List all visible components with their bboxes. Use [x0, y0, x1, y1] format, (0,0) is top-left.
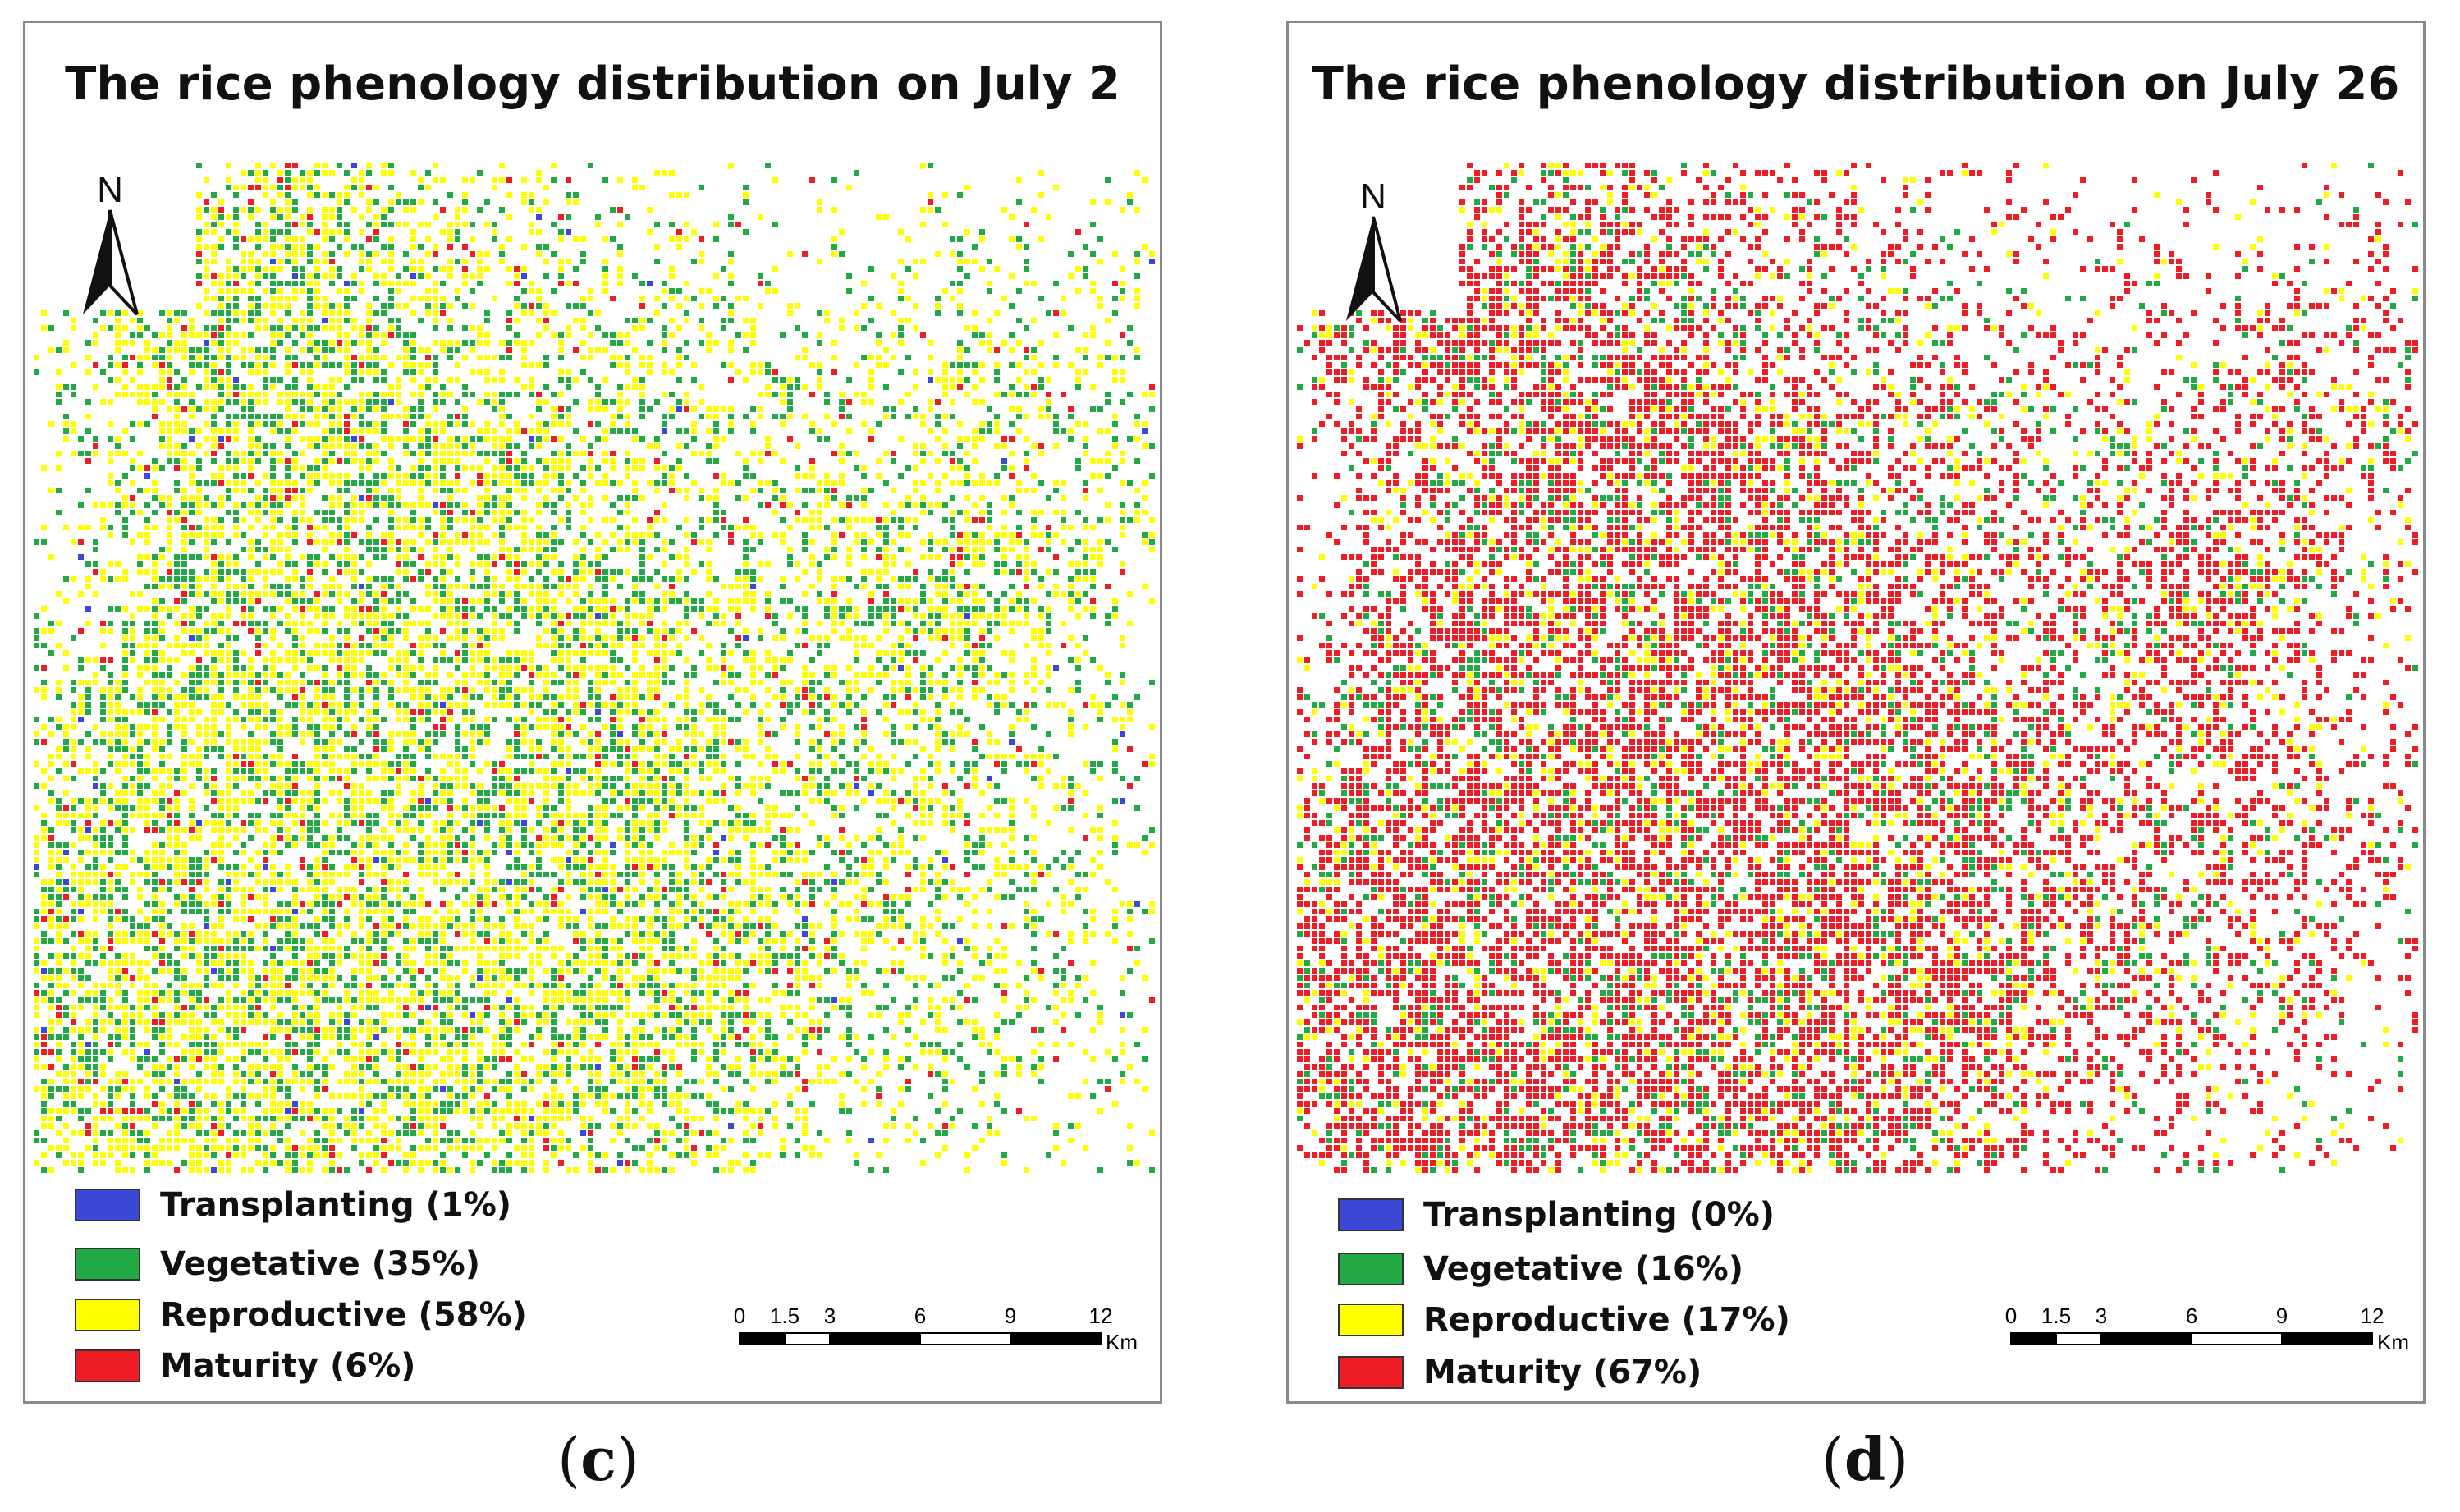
legend-swatch-reproductive — [75, 1299, 140, 1331]
north-label: N — [1360, 176, 1386, 217]
scale-unit-label: Km — [2377, 1330, 2409, 1354]
caption-c: (c) — [434, 1424, 763, 1494]
scale-tick-label: 3 — [824, 1304, 836, 1328]
caption-d: (d) — [1701, 1424, 2029, 1494]
legend-swatch-maturity — [75, 1349, 140, 1382]
scale-tick-label: 3 — [2096, 1304, 2107, 1328]
scale-segment — [829, 1332, 921, 1345]
legend-swatch-reproductive — [1338, 1304, 1404, 1336]
legend-swatch-vegetative — [75, 1248, 140, 1281]
legend-label: Transplanting (0%) — [1423, 1196, 1775, 1234]
scale-segment — [2010, 1332, 2057, 1345]
phenology-map-d — [1297, 163, 2418, 1173]
legend-label: Reproductive (17%) — [1423, 1301, 1790, 1339]
map-panel-d: The rice phenology distribution on July … — [1286, 21, 2426, 1404]
legend-swatch-transplanting — [1338, 1198, 1404, 1231]
legend-item: Vegetative (35%) — [75, 1239, 480, 1289]
scale-segment — [739, 1332, 786, 1345]
caption-letter: c — [580, 1424, 616, 1494]
scale-tick-label: 6 — [2186, 1304, 2197, 1328]
scale-tick-label: 6 — [914, 1304, 926, 1328]
legend-label: Vegetative (16%) — [1423, 1250, 1743, 1288]
legend-label: Transplanting (1%) — [160, 1186, 511, 1224]
scale-tick-label: 9 — [1005, 1304, 1016, 1328]
map-title-c: The rice phenology distribution on July … — [25, 57, 1160, 111]
scale-tick-label: 0 — [2005, 1304, 2017, 1328]
legend-swatch-maturity — [1338, 1356, 1404, 1389]
legend-swatch-transplanting — [75, 1189, 140, 1221]
scale-tick-label: 12 — [2361, 1304, 2384, 1328]
scale-tick-label: 1.5 — [770, 1304, 799, 1328]
legend-item: Vegetative (16%) — [1338, 1244, 1743, 1294]
legend-swatch-vegetative — [1338, 1253, 1404, 1285]
scale-segment — [784, 1332, 831, 1345]
map-panel-c: The rice phenology distribution on July … — [23, 21, 1162, 1404]
caption-letter: d — [1844, 1424, 1885, 1494]
scale-segment — [2281, 1332, 2373, 1345]
legend-label: Maturity (67%) — [1423, 1354, 1702, 1391]
scale-segment — [2100, 1332, 2192, 1345]
legend-label: Reproductive (58%) — [160, 1296, 527, 1334]
legend-item: Reproductive (58%) — [75, 1290, 527, 1340]
phenology-map-c — [34, 163, 1155, 1173]
north-arrow-icon: N — [83, 170, 139, 316]
legend-item: Maturity (67%) — [1338, 1348, 1702, 1397]
scale-segment — [919, 1332, 1011, 1345]
north-label: N — [97, 170, 123, 210]
scale-tick-label: 12 — [1089, 1304, 1113, 1328]
legend-item: Reproductive (17%) — [1338, 1295, 1790, 1345]
legend-label: Maturity (6%) — [160, 1347, 415, 1385]
scale-segment — [2055, 1332, 2102, 1345]
scale-tick-label: 9 — [2276, 1304, 2288, 1328]
scale-tick-label: 0 — [734, 1304, 745, 1328]
legend-item: Maturity (6%) — [75, 1341, 415, 1391]
legend-item: Transplanting (0%) — [1338, 1190, 1775, 1239]
legend-item: Transplanting (1%) — [75, 1180, 511, 1230]
north-arrow-icon: N — [1346, 176, 1402, 323]
scale-segment — [2191, 1332, 2283, 1345]
legend-label: Vegetative (35%) — [160, 1245, 480, 1283]
map-title-d: The rice phenology distribution on July … — [1289, 57, 2423, 111]
scale-tick-label: 1.5 — [2041, 1304, 2071, 1328]
scale-segment — [1010, 1332, 1102, 1345]
scale-unit-label: Km — [1106, 1330, 1138, 1354]
